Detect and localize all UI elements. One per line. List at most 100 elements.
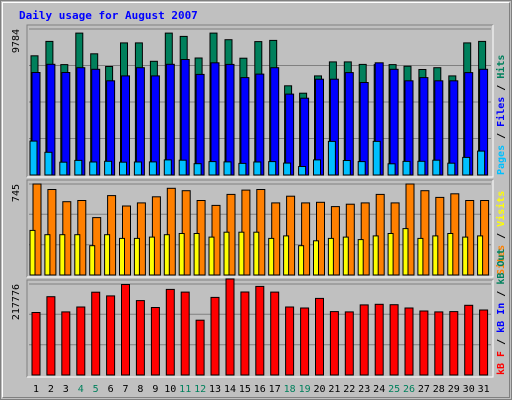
bar-kb-f-day-8 — [135, 300, 145, 376]
y-max-label: 217776 — [11, 284, 22, 320]
x-tick-label-22: 22 — [343, 384, 355, 395]
bar-visits-day-12 — [193, 233, 200, 276]
x-tick-label-18: 18 — [284, 384, 296, 395]
bar-pages-day-29 — [447, 162, 456, 176]
x-tick-label-11: 11 — [179, 384, 191, 395]
bar-sites-day-1 — [32, 183, 42, 276]
legend-panel-1: Pages / Files / Hits — [495, 55, 507, 175]
legend-panel-2: Sites / Visits — [495, 191, 507, 275]
bar-files-day-5 — [91, 68, 101, 176]
bar-visits-day-23 — [357, 239, 364, 276]
bar-kb-f-day-3 — [61, 311, 71, 376]
x-tick-label-4: 4 — [78, 384, 84, 395]
legend-separator: / — [496, 333, 507, 351]
bar-visits-day-22 — [342, 236, 349, 276]
bar-visits-day-18 — [283, 235, 290, 276]
bar-kb-f-day-15 — [240, 291, 250, 376]
bar-kb-f-day-31 — [479, 309, 489, 376]
x-tick-label-27: 27 — [418, 384, 430, 395]
bar-pages-day-2 — [44, 151, 53, 176]
bar-visits-day-9 — [148, 236, 155, 276]
bar-visits-day-10 — [163, 234, 170, 276]
bar-visits-day-5 — [89, 245, 96, 276]
bar-visits-day-27 — [417, 237, 424, 276]
bar-visits-day-11 — [178, 233, 185, 276]
x-tick-label-23: 23 — [358, 384, 370, 395]
x-tick-label-30: 30 — [463, 384, 475, 395]
bar-kb-f-day-24 — [374, 303, 384, 376]
bar-pages-day-30 — [462, 156, 471, 176]
bar-visits-day-2 — [44, 234, 51, 276]
bar-kb-f-day-17 — [270, 291, 280, 376]
y-max-label: 9784 — [11, 29, 22, 53]
panel-3-border-bottom — [27, 280, 494, 378]
bar-pages-day-4 — [74, 159, 83, 176]
bar-pages-day-22 — [342, 160, 351, 176]
bar-kb-f-day-1 — [31, 312, 41, 376]
x-tick-label-9: 9 — [152, 384, 158, 395]
bar-kb-f-day-14 — [225, 278, 235, 376]
bar-pages-day-15 — [238, 162, 247, 176]
bar-sites-day-19 — [301, 202, 311, 276]
bar-pages-day-5 — [89, 161, 98, 176]
legend-sites: Sites — [495, 245, 507, 275]
bar-kb-f-day-21 — [329, 311, 339, 376]
bar-kb-f-day-23 — [359, 304, 369, 376]
bar-kb-f-day-9 — [150, 307, 160, 376]
x-tick-label-1: 1 — [33, 384, 39, 395]
bar-pages-day-17 — [268, 161, 277, 176]
bar-visits-day-16 — [253, 231, 260, 276]
bar-kb-f-day-7 — [121, 284, 130, 376]
x-tick-label-5: 5 — [93, 384, 99, 395]
bar-pages-day-26 — [402, 160, 411, 176]
bar-kb-f-day-29 — [449, 311, 459, 376]
bar-sites-day-10 — [166, 187, 176, 276]
bar-pages-day-14 — [223, 161, 232, 176]
bar-pages-day-27 — [417, 160, 426, 176]
x-tick-label-12: 12 — [194, 384, 206, 395]
bar-pages-day-20 — [313, 159, 321, 176]
bar-visits-day-30 — [462, 236, 469, 276]
bar-pages-day-19 — [298, 166, 307, 176]
bar-kb-f-day-10 — [165, 288, 175, 376]
bar-visits-day-15 — [238, 231, 245, 276]
panel-2-border-bottom — [27, 180, 494, 278]
bar-visits-day-20 — [313, 240, 319, 276]
legend-kb-out: kB Out — [496, 249, 507, 285]
bar-files-day-27 — [419, 77, 429, 176]
bar-pages-day-8 — [133, 161, 142, 176]
bar-visits-day-4 — [74, 234, 81, 276]
bar-pages-day-12 — [193, 163, 202, 176]
x-tick-label-19: 19 — [299, 384, 311, 395]
bar-kb-f-day-5 — [91, 291, 101, 376]
legend-files: Files — [495, 97, 507, 127]
bar-sites-day-2 — [47, 189, 57, 276]
bar-files-day-17 — [270, 67, 280, 176]
bar-files-day-16 — [255, 73, 265, 176]
legend-pages: Pages — [496, 145, 507, 175]
bar-files-day-26 — [404, 80, 414, 176]
x-tick-label-21: 21 — [328, 384, 340, 395]
bar-visits-day-19 — [298, 245, 305, 276]
bar-files-day-8 — [135, 67, 145, 176]
bar-kb-f-day-25 — [389, 304, 399, 376]
bar-kb-f-day-27 — [419, 310, 429, 376]
bar-kb-f-day-2 — [46, 296, 56, 376]
bar-pages-day-16 — [253, 161, 262, 176]
bar-visits-day-13 — [208, 236, 215, 276]
legend-separator: / — [496, 227, 507, 245]
bar-files-day-3 — [61, 72, 71, 176]
bar-visits-day-28 — [432, 235, 439, 276]
bar-pages-day-23 — [357, 161, 366, 176]
bar-sites-day-27 — [420, 190, 430, 276]
bar-pages-day-9 — [148, 161, 157, 176]
panel-2-border-top — [26, 179, 493, 277]
legend-separator: / — [496, 79, 507, 97]
bar-sites-day-24 — [375, 193, 385, 276]
x-tick-label-13: 13 — [209, 384, 221, 395]
bar-files-day-13 — [210, 62, 220, 176]
bar-kb-f-day-13 — [210, 296, 220, 376]
bar-sites-day-9 — [151, 196, 161, 276]
